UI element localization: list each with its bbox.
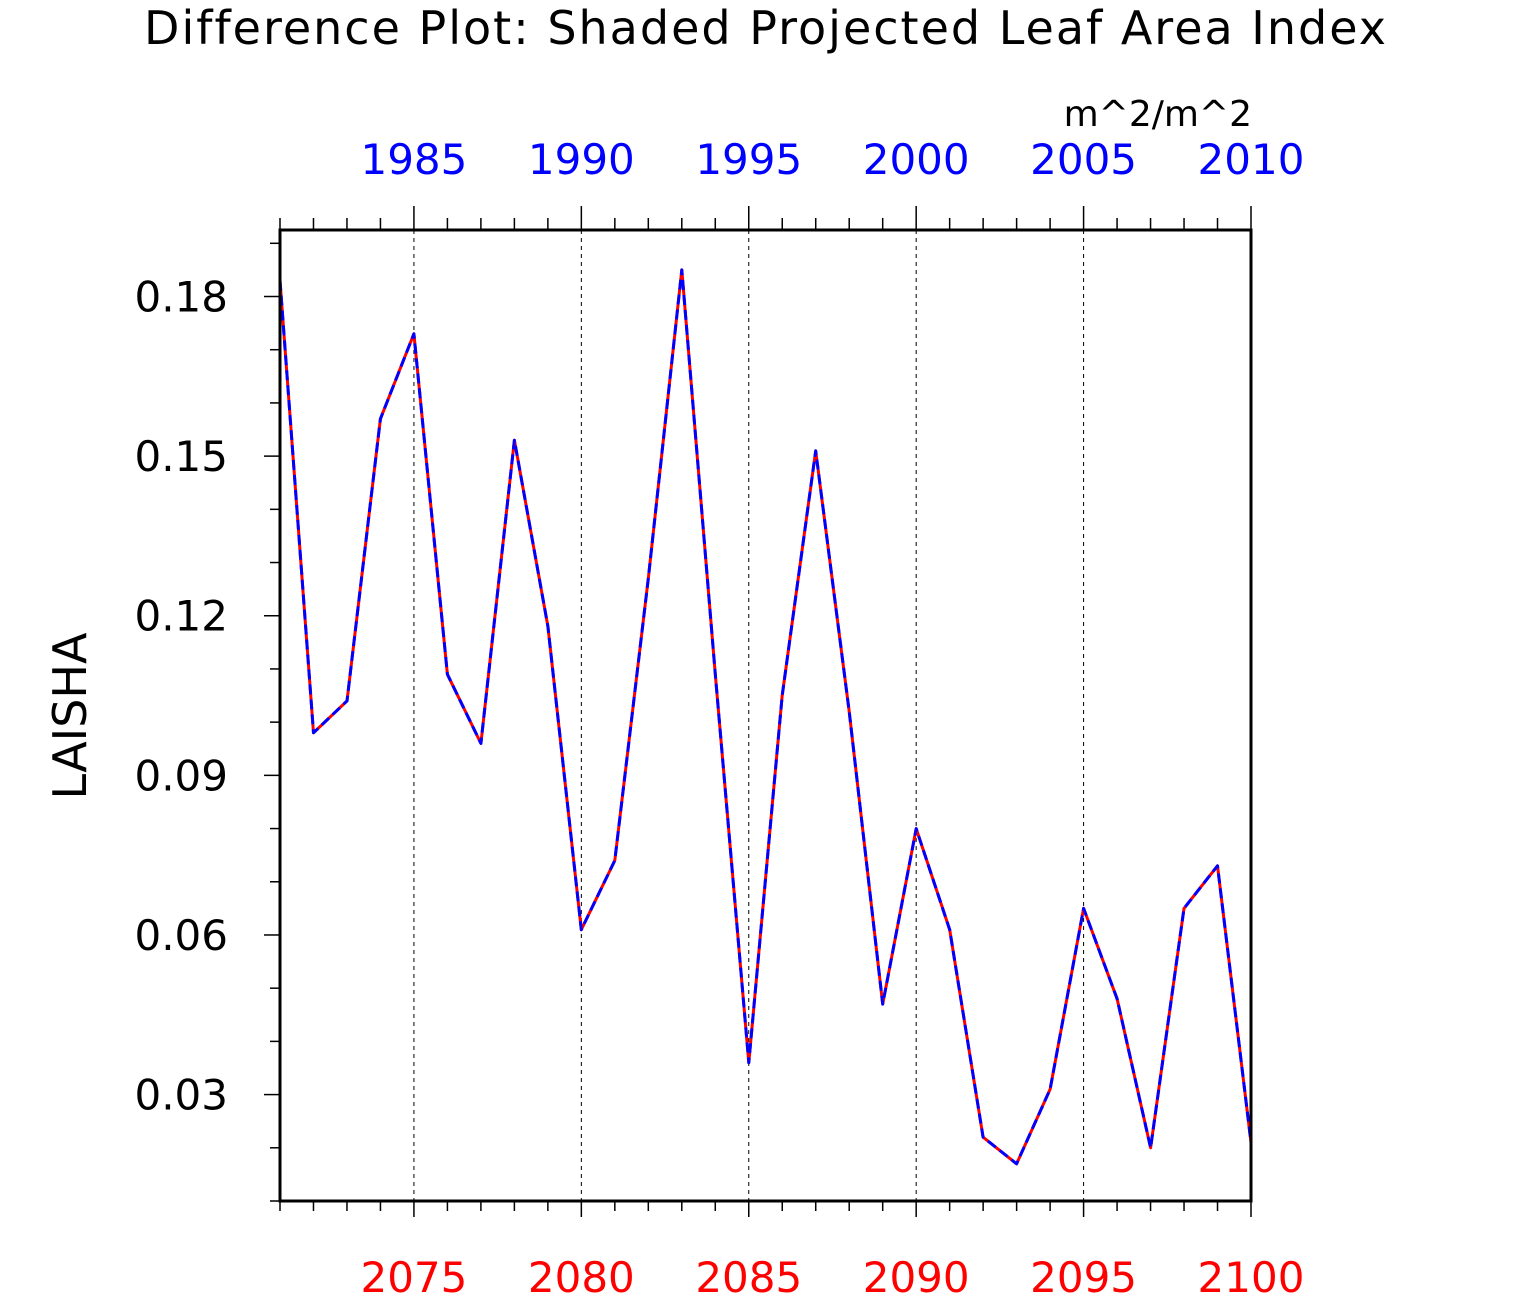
x-top-tick-label: 1990 — [528, 135, 635, 184]
x-bottom-tick-label: 2095 — [1030, 1253, 1137, 1293]
y-axis-label: LAISHA — [43, 632, 97, 800]
units-label: m^2/m^2 — [1064, 94, 1252, 135]
x-bottom-tick-label: 2075 — [360, 1253, 467, 1293]
x-bottom-tick-label: 2090 — [863, 1253, 970, 1293]
x-top-tick-label: 2000 — [863, 135, 970, 184]
series-line-2 — [278, 268, 1253, 1166]
y-tick-label: 0.15 — [134, 432, 228, 481]
x-bottom-tick-label: 2080 — [528, 1253, 635, 1293]
y-axis-ticks: 0.03 0.06 0.09 0.12 0.15 0.18 — [134, 242, 280, 1202]
x-top-tick-label: 1995 — [695, 135, 802, 184]
chart-title: Difference Plot: Shaded Projected Leaf A… — [144, 1, 1388, 55]
series-line-1 — [278, 268, 1253, 1166]
y-tick-label: 0.03 — [134, 1071, 228, 1120]
x-top-tick-label: 1985 — [360, 135, 467, 184]
x-axis-bottom: 2075 2080 2085 2090 2095 2100 — [279, 1201, 1305, 1293]
x-axis-top: 1985 1990 1995 2000 2005 2010 — [279, 135, 1305, 230]
x-top-tick-label: 2010 — [1198, 135, 1305, 184]
y-tick-label: 0.06 — [134, 911, 228, 960]
grid-lines — [413, 230, 1085, 1201]
y-tick-label: 0.18 — [134, 273, 228, 322]
y-tick-label: 0.12 — [134, 592, 228, 641]
x-top-tick-label: 2005 — [1030, 135, 1137, 184]
x-bottom-tick-label: 2100 — [1198, 1253, 1305, 1293]
y-tick-label: 0.09 — [134, 751, 228, 800]
series-lines — [278, 268, 1253, 1166]
x-bottom-tick-label: 2085 — [695, 1253, 802, 1293]
plot-frame — [278, 228, 1253, 1203]
